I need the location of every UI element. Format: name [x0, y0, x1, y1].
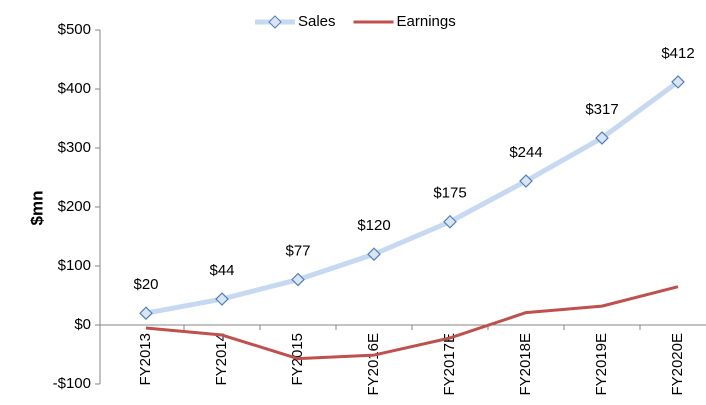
- data-label: $175: [433, 185, 466, 202]
- marker: [367, 247, 381, 262]
- marker: [443, 214, 457, 229]
- data-label: $20: [133, 276, 158, 293]
- legend-marker: [268, 15, 282, 29]
- y-axis-label: $mn: [27, 191, 46, 226]
- data-label: $317: [585, 101, 618, 118]
- x-tick-label: FY2019E: [593, 333, 610, 396]
- data-label: $244: [509, 144, 542, 161]
- marker: [291, 272, 305, 287]
- x-tick-label: FY2018E: [517, 333, 534, 396]
- marker: [215, 292, 229, 306]
- data-label: $120: [357, 217, 390, 234]
- y-tick-label: $300: [58, 139, 91, 156]
- data-label: $77: [285, 243, 310, 260]
- y-tick-label: $200: [58, 198, 91, 215]
- y-tick-label: $100: [58, 257, 91, 274]
- marker: [519, 174, 533, 188]
- y-tick-label: $400: [58, 80, 91, 97]
- x-tick-label: FY2014: [213, 333, 230, 386]
- marker: [595, 131, 609, 145]
- data-label: $44: [209, 262, 234, 279]
- x-tick-label: FY2020E: [669, 333, 686, 396]
- x-tick-label: FY2016E: [365, 333, 382, 396]
- data-label: $412: [661, 45, 694, 62]
- legend-label: Sales: [298, 13, 336, 30]
- y-tick-label: -$100: [53, 375, 91, 392]
- x-tick-label: FY2017E: [441, 333, 458, 396]
- marker: [671, 75, 685, 89]
- y-tick-label: $0: [74, 316, 91, 333]
- legend-label: Earnings: [397, 13, 456, 30]
- x-tick-label: FY2013: [137, 333, 154, 386]
- series-line: [145, 79, 680, 316]
- y-tick-label: $500: [58, 21, 91, 38]
- series-line: [145, 285, 679, 361]
- marker: [139, 306, 153, 321]
